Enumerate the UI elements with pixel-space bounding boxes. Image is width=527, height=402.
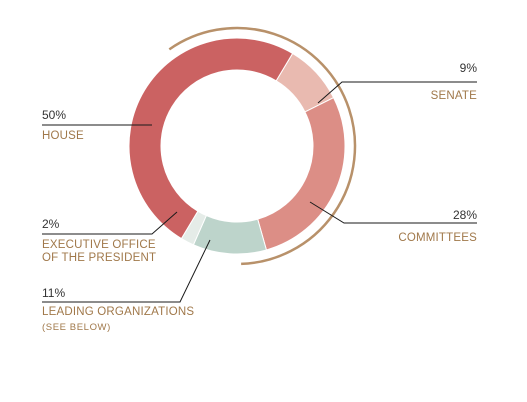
- house-percent: 50%: [42, 108, 67, 122]
- leading-organizations-percent: 11%: [42, 286, 66, 300]
- committees-label: COMMITTEES: [398, 232, 477, 244]
- house-label: HOUSE: [42, 130, 84, 142]
- leading-organizations-note: (SEE BELOW): [42, 322, 111, 333]
- slice-committees: [257, 96, 346, 251]
- leader-executive-office: [42, 211, 178, 235]
- outer-accent-ring: [168, 26, 357, 266]
- leader-senate: [317, 81, 477, 104]
- leader-lines: [42, 81, 477, 303]
- executive-office-percent: 2%: [42, 217, 60, 231]
- leader-committees: [309, 201, 477, 224]
- slice-house: [128, 37, 294, 240]
- slice-leading-organizations: [192, 214, 268, 255]
- executive-office-label-line2: OF THE PRESIDENT: [42, 252, 157, 264]
- committees-percent: 28%: [452, 208, 477, 222]
- senate-percent: 9%: [459, 61, 477, 75]
- executive-office-label: EXECUTIVE OFFICE: [42, 239, 156, 251]
- leading-organizations-label: LEADING ORGANIZATIONS: [42, 306, 195, 318]
- donut-slices: [128, 37, 346, 255]
- leader-leading-organizations: [42, 239, 211, 303]
- senate-label: SENATE: [430, 90, 477, 102]
